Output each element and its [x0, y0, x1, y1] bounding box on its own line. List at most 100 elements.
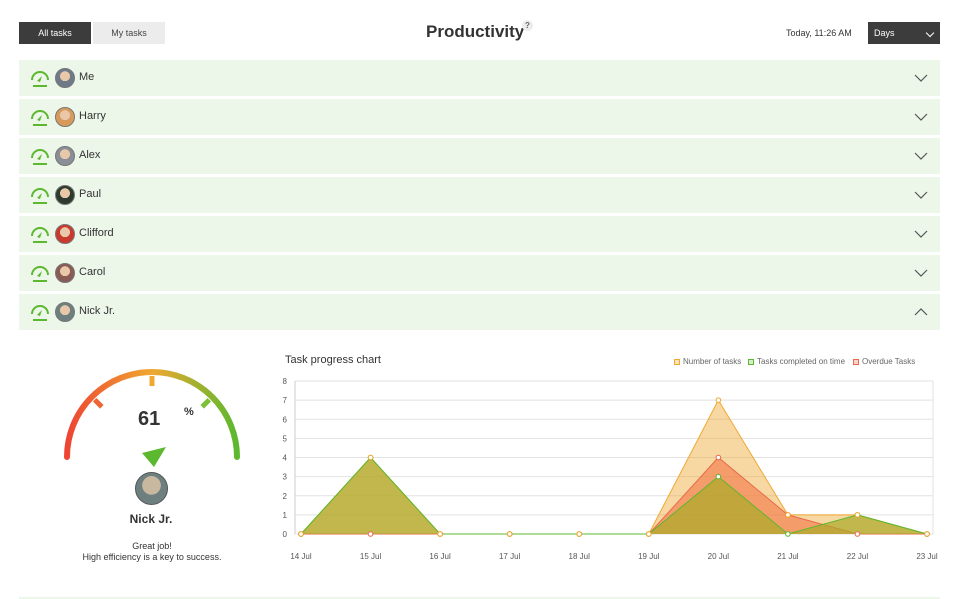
series-line	[300, 456, 928, 535]
legend-label: Tasks completed on time	[757, 357, 846, 366]
efficiency-gauge	[64, 369, 240, 467]
avatar	[55, 224, 75, 244]
avatar	[55, 107, 75, 127]
x-tick-label: 21 Jul	[777, 552, 799, 561]
y-tick-label: 0	[283, 530, 288, 539]
data-point	[785, 531, 791, 537]
x-tick-label: 20 Jul	[708, 552, 730, 561]
efficiency-percent: 61	[138, 408, 161, 430]
y-tick-label: 7	[283, 396, 288, 405]
tab-my-tasks[interactable]: My tasks	[93, 22, 165, 44]
user-row[interactable]: Alex	[19, 138, 940, 174]
data-point	[715, 473, 722, 480]
data-point	[367, 454, 374, 461]
user-name: Nick Jr.	[79, 305, 116, 317]
user-list: Me Harry Alex Paul Clifford Carol Nick Jr.	[19, 60, 940, 333]
user-row[interactable]: Carol	[19, 255, 940, 291]
data-point	[437, 531, 443, 537]
chevron-down-icon[interactable]	[914, 71, 928, 85]
task-progress-chart: 0 1 2 3 4 5 6 7 8 14 Jul 15 Jul 16 Jul 17 Jul 18 Jul 1…	[283, 377, 938, 561]
data-point	[854, 531, 861, 537]
data-point	[715, 397, 722, 403]
legend-swatch	[674, 359, 680, 365]
data-point	[715, 454, 722, 461]
y-tick-label: 5	[283, 434, 288, 443]
x-tick-label: 18 Jul	[569, 552, 591, 561]
tab-all-tasks[interactable]: All tasks	[19, 22, 91, 44]
efficiency-percent-sign: %	[184, 406, 194, 418]
data-point	[645, 531, 652, 537]
panel-divider	[19, 597, 940, 599]
detail-user-name: Nick Jr.	[129, 512, 173, 526]
page-title: Productivity	[426, 22, 525, 41]
data-point	[506, 531, 513, 537]
gauge-tick	[200, 397, 212, 409]
y-tick-label: 1	[283, 511, 288, 520]
avatar	[55, 185, 75, 205]
x-tick-label: 16 Jul	[429, 552, 451, 561]
legend-swatch	[853, 359, 859, 365]
chevron-down-icon[interactable]	[914, 266, 928, 280]
gauge-needle	[142, 447, 166, 467]
user-name: Paul	[79, 188, 102, 200]
current-date: Today, 11:26 AM	[786, 28, 852, 38]
encouragement-text: High efficiency is a key to success.	[82, 552, 222, 562]
x-tick-label: 22 Jul	[847, 552, 869, 561]
legend-overdue-tasks[interactable]: Overdue Tasks	[853, 357, 915, 366]
speedometer-icon	[31, 71, 49, 87]
data-point	[576, 531, 583, 537]
data-point	[367, 531, 374, 537]
avatar	[55, 68, 75, 88]
user-row[interactable]: Me	[19, 60, 940, 96]
user-row[interactable]: Harry	[19, 99, 940, 135]
chevron-down-icon[interactable]	[914, 227, 928, 241]
user-name: Alex	[79, 149, 101, 161]
x-tick-label: 17 Jul	[499, 552, 521, 561]
user-name: Clifford	[79, 227, 114, 239]
encouragement-title: Great job!	[132, 541, 172, 551]
avatar	[55, 146, 75, 166]
speedometer-icon	[31, 188, 49, 204]
chevron-down-icon	[925, 28, 935, 38]
avatar	[55, 302, 75, 322]
chevron-down-icon[interactable]	[914, 149, 928, 163]
user-row[interactable]: Nick Jr.	[19, 294, 940, 330]
speedometer-icon	[31, 149, 49, 165]
x-tick-label: 14 Jul	[290, 552, 312, 561]
legend-number-of-tasks[interactable]: Number of tasks	[674, 357, 741, 366]
period-select[interactable]: Days	[868, 22, 940, 44]
x-tick-label: 19 Jul	[638, 552, 660, 561]
legend-completed-on-time[interactable]: Tasks completed on time	[748, 357, 845, 366]
y-tick-label: 8	[283, 377, 288, 386]
y-tick-label: 4	[283, 454, 288, 463]
gauge-tick	[92, 397, 104, 409]
top-bar: All tasks My tasks Productivity ? Today,…	[0, 0, 960, 60]
avatar	[135, 472, 168, 505]
speedometer-icon	[31, 110, 49, 126]
legend-label: Number of tasks	[683, 357, 742, 366]
user-name: Me	[79, 71, 95, 83]
user-name: Harry	[79, 110, 106, 122]
y-tick-label: 3	[283, 473, 288, 482]
series-area	[301, 457, 927, 534]
chevron-down-icon[interactable]	[914, 188, 928, 202]
user-row[interactable]: Clifford	[19, 216, 940, 252]
user-name: Carol	[79, 266, 106, 278]
x-tick-label: 23 Jul	[916, 552, 938, 561]
avatar	[55, 263, 75, 283]
legend-label: Overdue Tasks	[862, 357, 916, 366]
gauge-arc	[64, 369, 240, 460]
chevron-up-icon[interactable]	[914, 305, 928, 319]
data-point	[298, 531, 304, 537]
user-detail-panel: 61 % Nick Jr. Great job! High efficiency…	[19, 331, 940, 597]
speedometer-icon	[31, 266, 49, 282]
user-row[interactable]: Paul	[19, 177, 940, 213]
data-point	[854, 512, 861, 518]
data-point	[924, 531, 930, 537]
help-icon[interactable]: ?	[522, 20, 533, 31]
chevron-down-icon[interactable]	[914, 110, 928, 124]
y-tick-label: 2	[283, 492, 288, 501]
legend-swatch	[748, 359, 754, 365]
x-tick-label: 15 Jul	[360, 552, 382, 561]
period-select-value: Days	[874, 28, 895, 38]
